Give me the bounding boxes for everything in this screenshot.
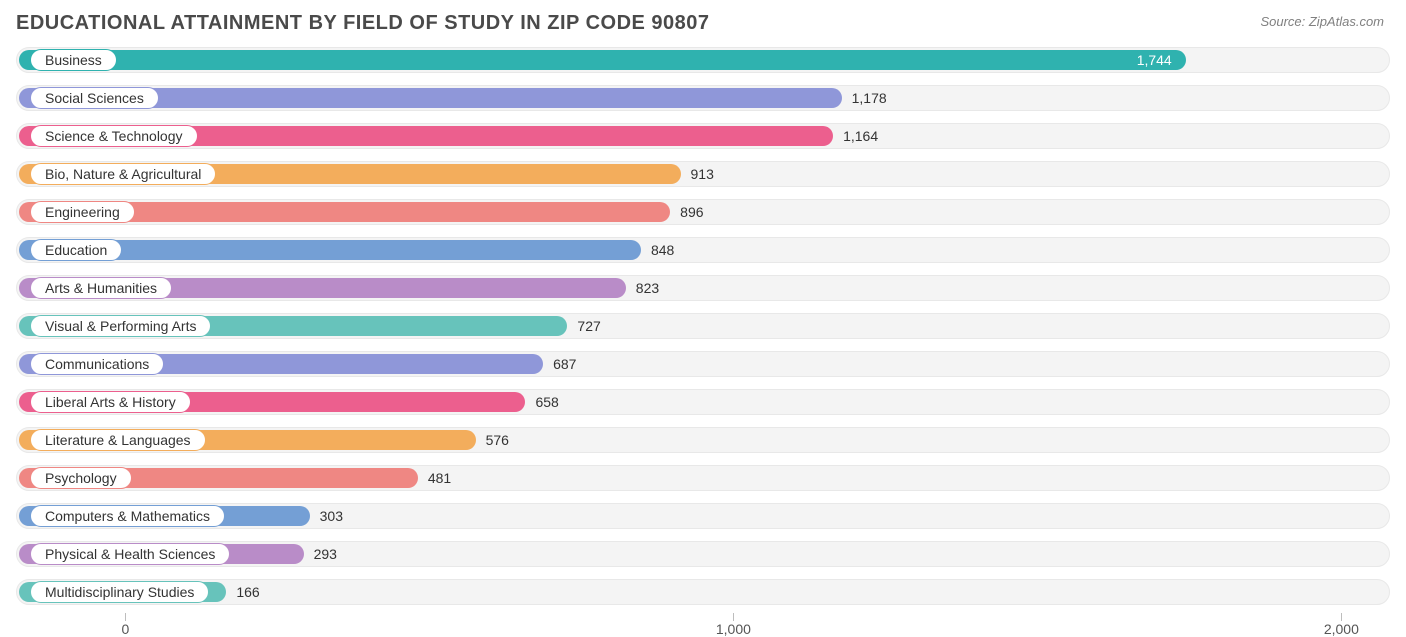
bar-label-pill: Education: [30, 239, 122, 261]
chart-container: EDUCATIONAL ATTAINMENT BY FIELD OF STUDY…: [0, 0, 1406, 631]
bar-value: 166: [236, 584, 259, 600]
bar-label-pill: Business: [30, 49, 117, 71]
bar-label-pill: Physical & Health Sciences: [30, 543, 230, 565]
bar-label-pill: Science & Technology: [30, 125, 198, 147]
bar-label-pill: Social Sciences: [30, 87, 159, 109]
bar-label-pill: Communications: [30, 353, 164, 375]
bar-value: 1,164: [843, 128, 878, 144]
bar-value: 848: [651, 242, 674, 258]
bar-row: Physical & Health Sciences 293: [16, 537, 1390, 571]
bar-value: 823: [636, 280, 659, 296]
bar-label-pill: Bio, Nature & Agricultural: [30, 163, 216, 185]
bar-row: Bio, Nature & Agricultural 913: [16, 157, 1390, 191]
axis-tick-label: 1,000: [716, 621, 751, 637]
axis-tick: [1341, 613, 1342, 621]
bar-label-pill: Engineering: [30, 201, 135, 223]
bar-row: Science & Technology 1,164: [16, 119, 1390, 153]
bar-value: 896: [680, 204, 703, 220]
bar-row: Arts & Humanities 823: [16, 271, 1390, 305]
bars-area: Business 1,744 Social Sciences 1,178 Science…: [16, 43, 1390, 609]
bar-row: Communications 687: [16, 347, 1390, 381]
bar-row: Education 848: [16, 233, 1390, 267]
axis-tick: [125, 613, 126, 621]
bar-label-pill: Computers & Mathematics: [30, 505, 225, 527]
chart-title: EDUCATIONAL ATTAINMENT BY FIELD OF STUDY…: [16, 12, 1390, 35]
bar-value: 1,744: [1137, 52, 1172, 68]
bar-label-pill: Arts & Humanities: [30, 277, 172, 299]
bar-label-pill: Visual & Performing Arts: [30, 315, 211, 337]
bar-row: Computers & Mathematics 303: [16, 499, 1390, 533]
bar-label-pill: Liberal Arts & History: [30, 391, 191, 413]
bar-row: Psychology 481: [16, 461, 1390, 495]
chart-source: Source: ZipAtlas.com: [1260, 14, 1384, 29]
bar-label-pill: Multidisciplinary Studies: [30, 581, 209, 603]
bar-row: Visual & Performing Arts 727: [16, 309, 1390, 343]
bar-row: Literature & Languages 576: [16, 423, 1390, 457]
x-axis: 0 1,000 2,000: [16, 613, 1390, 637]
bar-value: 293: [314, 546, 337, 562]
bar-value: 913: [691, 166, 714, 182]
bar-value: 727: [577, 318, 600, 334]
bar-row: Business 1,744: [16, 43, 1390, 77]
bar-label-pill: Literature & Languages: [30, 429, 206, 451]
bar-value: 658: [535, 394, 558, 410]
bar-value: 1,178: [852, 90, 887, 106]
bar-value: 481: [428, 470, 451, 486]
bar-value: 576: [486, 432, 509, 448]
bar-fill: [19, 50, 1186, 70]
bar-value: 303: [320, 508, 343, 524]
axis-tick-label: 2,000: [1324, 621, 1359, 637]
axis-tick-label: 0: [122, 621, 130, 637]
bar-row: Engineering 896: [16, 195, 1390, 229]
bar-row: Liberal Arts & History 658: [16, 385, 1390, 419]
bar-row: Multidisciplinary Studies 166: [16, 575, 1390, 609]
bar-label-pill: Psychology: [30, 467, 132, 489]
bar-value: 687: [553, 356, 576, 372]
axis-tick: [733, 613, 734, 621]
bar-row: Social Sciences 1,178: [16, 81, 1390, 115]
